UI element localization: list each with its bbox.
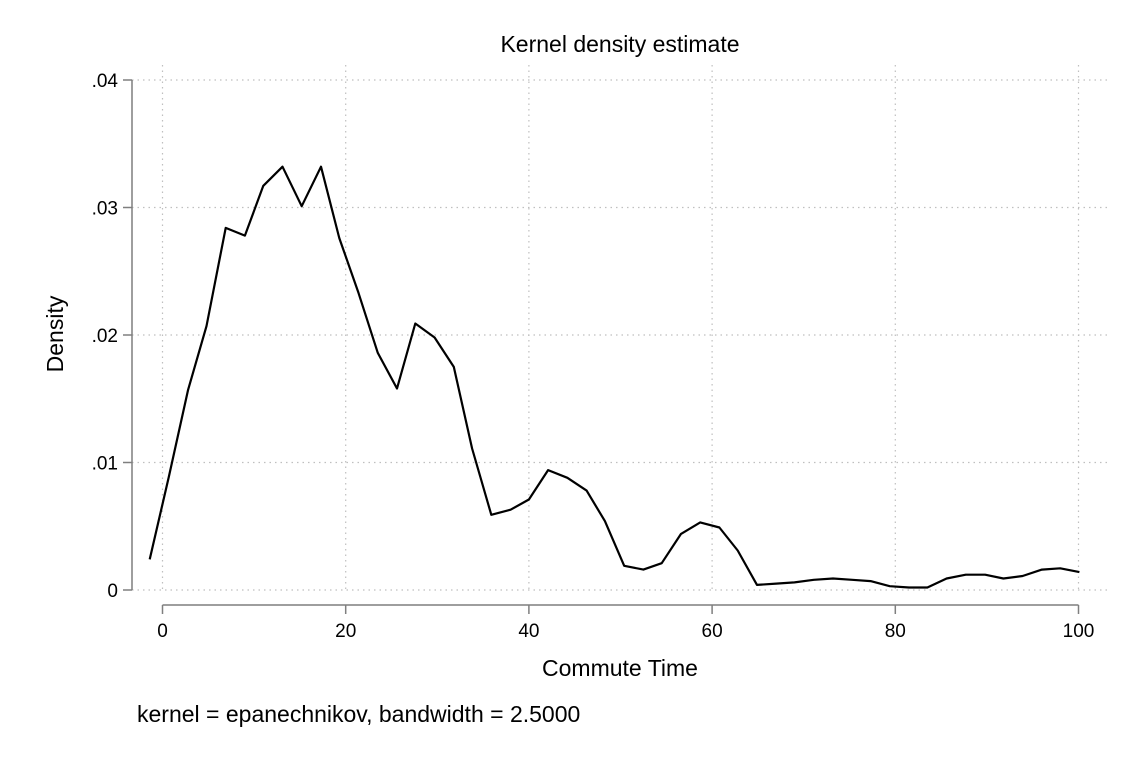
- x-tick-label: 80: [885, 621, 906, 642]
- axes-layer: 0 .01 .02 .03 .04 0 20 40 60 80 100: [92, 71, 1095, 642]
- x-tick-label: 20: [335, 621, 356, 642]
- density-line: [148, 165, 1080, 589]
- x-tick-label: 60: [702, 621, 723, 642]
- x-axis-label: Commute Time: [542, 655, 698, 681]
- y-tick-label: .04: [92, 71, 119, 92]
- x-tick-label: 100: [1063, 621, 1095, 642]
- x-tick-label: 0: [157, 621, 168, 642]
- chart-note: kernel = epanechnikov, bandwidth = 2.500…: [137, 701, 580, 727]
- y-tick-label: .02: [92, 326, 118, 347]
- y-tick-label: .03: [92, 199, 118, 220]
- line-layer: [148, 165, 1080, 589]
- y-tick-label: 0: [107, 581, 118, 602]
- y-axis-label: Density: [42, 295, 68, 372]
- grid-layer: [132, 65, 1110, 591]
- x-tick-label: 40: [518, 621, 539, 642]
- chart-title: Kernel density estimate: [500, 31, 739, 57]
- y-tick-label: .01: [92, 454, 118, 475]
